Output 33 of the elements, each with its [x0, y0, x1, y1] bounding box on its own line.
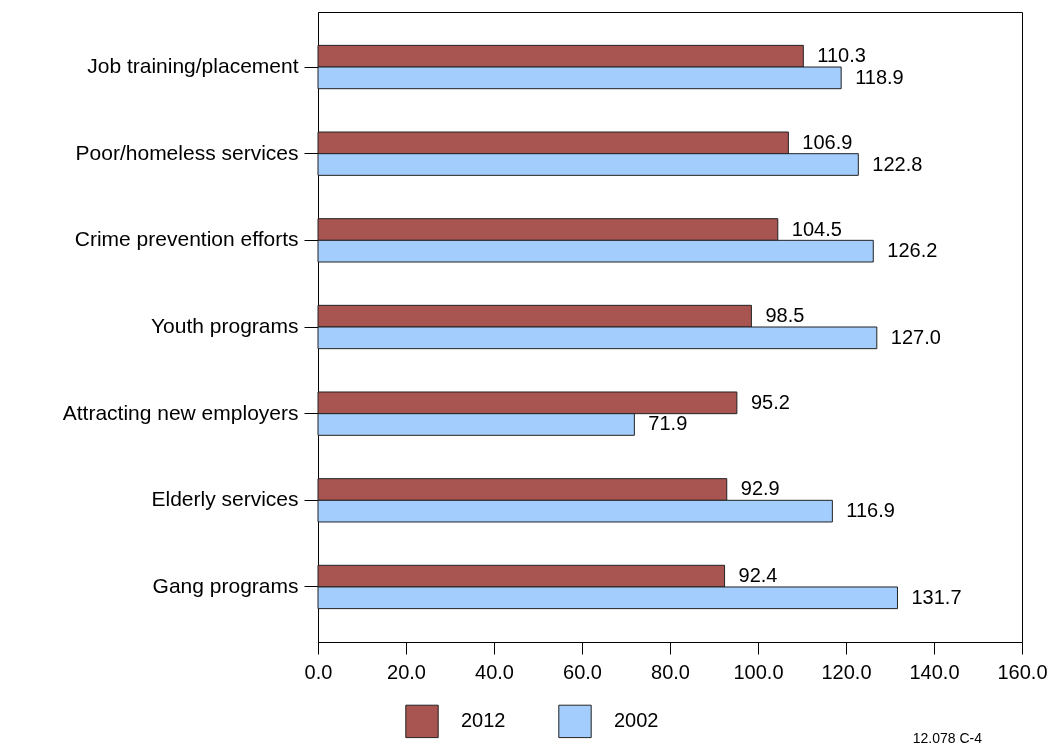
text: 12.078 C-4 — [912, 730, 983, 746]
y-tick-label: Attracting new employers — [62, 400, 299, 424]
data-label: 126.2 — [887, 239, 938, 262]
data-label: 92.9 — [740, 477, 780, 500]
data-label: 122.8 — [872, 152, 923, 175]
data-label: 98.5 — [765, 304, 805, 327]
legend-label: 2002 — [614, 709, 659, 732]
data-label: 104.5 — [791, 217, 842, 240]
data-label: 127.0 — [890, 325, 941, 348]
x-tick-label: 40.0 — [475, 660, 514, 683]
data-label: 118.9 — [855, 65, 904, 88]
legend-label: 2012 — [461, 709, 506, 732]
x-tick-label: 140.0 — [909, 660, 960, 683]
x-tick-label: 160.0 — [997, 660, 1048, 683]
data-label: 106.9 — [802, 130, 853, 153]
y-tick-label: Youth programs — [151, 314, 299, 337]
data-label: 92.4 — [738, 564, 778, 587]
data-label: 71.9 — [648, 412, 688, 435]
y-tick-label: Crime prevention efforts — [74, 227, 299, 251]
x-tick-label: 80.0 — [651, 660, 690, 683]
x-tick-label: 100.0 — [733, 660, 784, 683]
y-tick-label: Poor/homeless services — [75, 140, 299, 164]
data-label: 116.9 — [846, 499, 895, 522]
data-label: 110.3 — [817, 44, 866, 67]
data-label: 131.7 — [911, 585, 962, 608]
x-tick-label: 20.0 — [387, 660, 426, 683]
y-tick-label: Gang programs — [152, 573, 299, 597]
x-tick-label: 120.0 — [821, 660, 872, 683]
data-label: 95.2 — [750, 390, 790, 413]
x-tick-label: 60.0 — [563, 660, 602, 683]
y-tick-label: Elderly services — [151, 487, 299, 511]
y-tick-label: Job training/placement — [87, 54, 299, 78]
x-tick-label: 0.0 — [304, 660, 333, 683]
